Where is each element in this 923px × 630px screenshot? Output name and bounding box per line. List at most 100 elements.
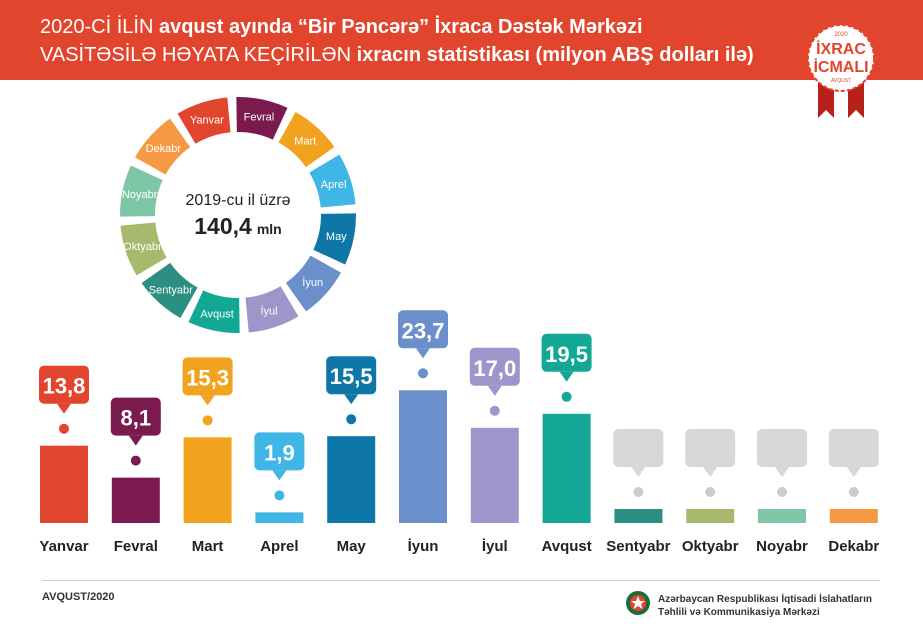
state-emblem-icon bbox=[626, 591, 650, 615]
value-bubble bbox=[110, 397, 161, 436]
bar-marker bbox=[561, 391, 572, 402]
bar-marker bbox=[777, 487, 787, 497]
title-line-1: 2020-Cİ İLİN avqust ayında “Bir Pəncərə”… bbox=[40, 16, 643, 39]
value-bubble bbox=[685, 429, 736, 467]
value-bubble bbox=[541, 333, 592, 372]
category-label: Dekabr bbox=[828, 538, 879, 555]
bar-9 bbox=[686, 509, 735, 523]
ring-month-label: Avqust bbox=[200, 308, 233, 320]
bar-marker bbox=[130, 455, 141, 466]
value-bubble-pointer bbox=[416, 348, 430, 359]
value-label: 8,1 bbox=[121, 406, 152, 431]
bar-2 bbox=[183, 437, 232, 523]
category-label: İyul bbox=[482, 538, 508, 555]
ring-segment bbox=[120, 165, 163, 217]
ring-segment bbox=[245, 286, 299, 333]
footer-org-line-1: Azərbaycan Respublikası İqtisadi İslahat… bbox=[658, 594, 872, 605]
value-bubble bbox=[469, 347, 520, 386]
bar-6 bbox=[470, 427, 519, 523]
value-label: 23,7 bbox=[402, 318, 445, 343]
value-bubble-pointer bbox=[703, 467, 718, 477]
value-label: 19,5 bbox=[545, 342, 588, 367]
value-bubble-pointer bbox=[200, 395, 215, 406]
bar-10 bbox=[758, 509, 806, 523]
ring-center-total: 140,4 mln bbox=[194, 213, 281, 239]
value-label: 15,3 bbox=[186, 365, 229, 390]
ring-month-label: Aprel bbox=[321, 179, 347, 191]
title-line-1-bold: avqust ayında “Bir Pəncərə” İxraca Dəstə… bbox=[158, 16, 643, 38]
bar-marker bbox=[59, 423, 69, 434]
bar-0 bbox=[40, 445, 88, 523]
ring-month-label: İyul bbox=[260, 305, 277, 318]
value-bubble bbox=[39, 365, 89, 404]
value-label: 17,0 bbox=[473, 356, 516, 381]
value-label: 1,9 bbox=[264, 440, 295, 465]
ring-segments: Yanvar Fevral Mart Aprel May İyun İyul Avqust Se… bbox=[120, 97, 356, 333]
bar-8 bbox=[614, 509, 663, 523]
bar-5 bbox=[399, 390, 447, 523]
ring-segment bbox=[285, 255, 342, 312]
category-label: Oktyabr bbox=[682, 538, 739, 555]
title-line-2: VASİTƏSİLƏ HƏYATA KEÇİRİLƏN ixracın stat… bbox=[40, 44, 754, 67]
ring-month-label: May bbox=[326, 231, 347, 243]
ring-month-label: Dekabr bbox=[146, 143, 182, 155]
value-bubble bbox=[757, 429, 807, 467]
header-banner: 2020-Cİ İLİN avqust ayında “Bir Pəncərə”… bbox=[0, 0, 923, 80]
ring-segment bbox=[188, 290, 240, 333]
value-bubble-pointer bbox=[57, 403, 71, 414]
ring-center-label: 2019-cu il üzrə bbox=[186, 192, 291, 209]
ring-month-label: Fevral bbox=[244, 112, 275, 124]
bar-marker bbox=[274, 490, 285, 501]
category-label: Aprel bbox=[260, 538, 298, 555]
ring-segment bbox=[134, 118, 191, 175]
ring-month-label: Yanvar bbox=[190, 114, 224, 126]
ring-month-label: Sentyabr bbox=[149, 285, 193, 297]
bar-4 bbox=[327, 436, 376, 523]
ring-segment bbox=[177, 97, 231, 144]
value-label: 13,8 bbox=[43, 374, 86, 399]
footer-divider bbox=[42, 580, 880, 581]
ring-center-unit: mln bbox=[257, 221, 282, 237]
category-label: Yanvar bbox=[39, 538, 88, 555]
title-line-1-caps: 2020-Cİ İLİN bbox=[40, 16, 159, 38]
ring-segment bbox=[278, 111, 335, 168]
bar-marker bbox=[346, 414, 357, 425]
category-label: Fevral bbox=[114, 538, 158, 555]
ring-segment bbox=[313, 213, 356, 265]
bar-marker bbox=[848, 487, 859, 497]
bar-3 bbox=[255, 512, 304, 523]
ring-month-label: Oktyabr bbox=[123, 241, 162, 253]
value-bubble-pointer bbox=[128, 435, 143, 446]
value-bubble-pointer bbox=[631, 467, 646, 477]
value-bubble-pointer bbox=[559, 371, 574, 382]
title-line-2-bold: ixracın statistikası (milyon ABŞ dolları… bbox=[356, 44, 754, 66]
monthly-export-bar-chart: 13,8 Yanvar 8,1 Fevral 15,3 Mart 1,9 Aprel 15,5 M… bbox=[39, 310, 879, 555]
value-bubble-pointer bbox=[487, 385, 502, 396]
value-bubble-pointer bbox=[846, 467, 861, 477]
value-bubble bbox=[254, 432, 305, 471]
bars-layer: 13,8 Yanvar 8,1 Fevral 15,3 Mart 1,9 Aprel 15,5 M… bbox=[39, 310, 879, 555]
bar-1 bbox=[111, 477, 160, 523]
ring-segment bbox=[309, 154, 356, 208]
footer-date: AVQUST/2020 bbox=[42, 591, 115, 603]
bar-11 bbox=[829, 509, 878, 523]
category-label: Noyabr bbox=[756, 538, 808, 555]
ring-segment bbox=[141, 262, 198, 319]
value-bubble bbox=[326, 356, 377, 395]
ring-month-label: Noyabr bbox=[122, 189, 158, 201]
bar-marker bbox=[202, 415, 213, 426]
bar-marker bbox=[633, 487, 644, 497]
bar-marker bbox=[418, 368, 428, 379]
bar-7 bbox=[542, 413, 591, 523]
category-label: Mart bbox=[192, 538, 224, 555]
ring-segment bbox=[236, 97, 288, 140]
ring-month-label: İyun bbox=[302, 276, 323, 289]
category-label: Sentyabr bbox=[606, 538, 670, 555]
footer-org-line-2: Təhlili və Kommunikasiya Mərkəzi bbox=[658, 607, 820, 618]
value-bubble bbox=[828, 429, 879, 467]
value-label: 15,5 bbox=[330, 364, 373, 389]
yearly-ring-graphic: Yanvar Fevral Mart Aprel May İyun İyul Avqust Se… bbox=[120, 97, 356, 333]
value-bubble bbox=[613, 429, 664, 467]
ring-center-value: 140,4 bbox=[194, 213, 252, 239]
value-bubble-pointer bbox=[272, 470, 287, 481]
